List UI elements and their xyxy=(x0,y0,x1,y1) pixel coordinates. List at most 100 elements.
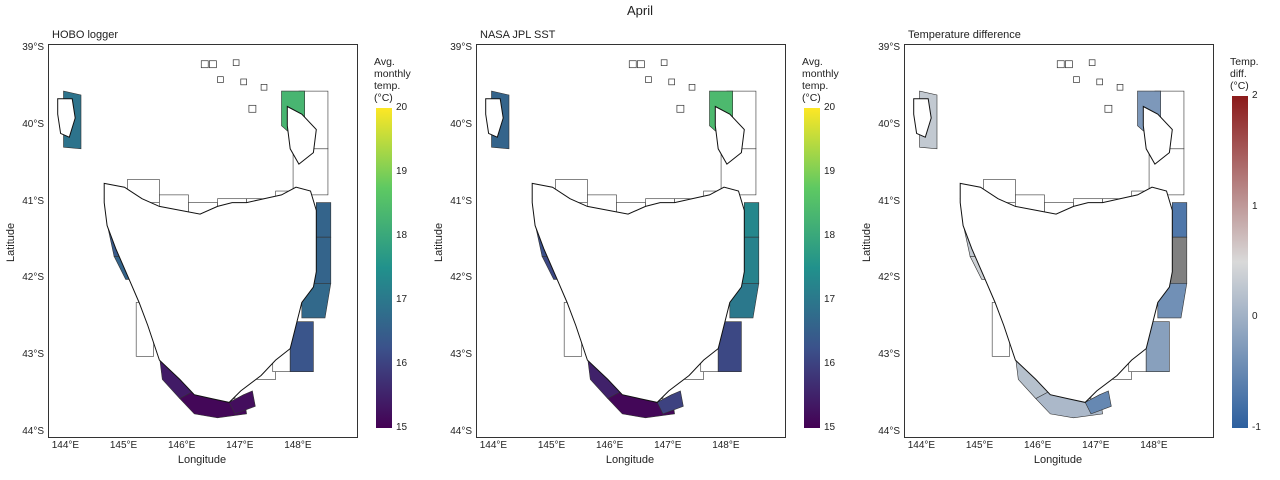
small-island-box xyxy=(688,84,696,91)
map-panel-3: Temperature difference 39°S 40°S 41°S 42°S 43… xyxy=(856,0,1276,480)
lat-tick-label: 42°S xyxy=(450,272,472,284)
small-island-box xyxy=(1073,76,1080,83)
lat-tick-label: 41°S xyxy=(450,195,472,207)
lon-tick-label: 145°E xyxy=(537,440,566,451)
zone-south-east xyxy=(656,390,684,415)
map-panel-1: HOBO logger 39°S 40°S 41°S 42°S 43°S 44°S 144°E… xyxy=(0,0,420,480)
x-axis-title: Longitude xyxy=(1033,454,1083,466)
legend-tick-label: 15 xyxy=(824,422,836,433)
flinders-island-landmass xyxy=(1142,105,1173,165)
map-svg xyxy=(485,59,760,419)
legend-title-line: Avg. xyxy=(374,56,395,68)
tasmania-landmass xyxy=(531,182,745,403)
legend-tick-label: 20 xyxy=(396,102,408,113)
small-island-box xyxy=(217,76,224,83)
lat-tick-label: 41°S xyxy=(878,195,900,207)
legend-tick-label: 17 xyxy=(396,294,408,305)
legend-tick-label: 2 xyxy=(1252,90,1258,101)
zone-east-coast-north xyxy=(315,202,332,238)
lon-tick-label: 148°E xyxy=(284,440,312,451)
small-island-box xyxy=(260,84,268,91)
x-axis-title: Longitude xyxy=(605,454,655,466)
small-island-box xyxy=(209,60,217,69)
lat-tick-label: 43°S xyxy=(450,349,472,361)
legend-tick-label: 1 xyxy=(1252,200,1258,212)
lon-tick-label: 147°E xyxy=(1082,440,1110,451)
legend-tick-label: 16 xyxy=(396,358,408,369)
lon-tick-label: 146°E xyxy=(595,440,624,451)
lat-tick-label: 44°S xyxy=(450,426,472,438)
zone-south-east xyxy=(1084,390,1112,415)
zone-east-coast-north xyxy=(1171,202,1188,238)
map-frame xyxy=(904,44,1214,438)
legend-title-line: temp. xyxy=(374,80,401,92)
lat-tick-label: 42°S xyxy=(22,272,44,284)
small-island-box xyxy=(668,78,675,86)
legend-colorbar xyxy=(1232,96,1248,428)
zone-east-inner xyxy=(717,321,742,373)
legend-colorbar xyxy=(376,108,392,428)
map-svg xyxy=(57,59,332,419)
y-axis-title: Latitude xyxy=(433,222,445,262)
legend-title-line: diff. xyxy=(1230,68,1247,80)
small-island-box xyxy=(676,104,685,113)
lat-tick-label: 41°S xyxy=(22,195,44,207)
lat-tick-label: 43°S xyxy=(22,349,44,361)
legend-title-line: (°C) xyxy=(1230,80,1249,92)
small-island-box xyxy=(1116,84,1124,91)
legend-title-line: (°C) xyxy=(802,92,821,104)
map-svg xyxy=(913,59,1188,419)
legend-tick-label: 20 xyxy=(824,102,836,113)
lon-tick-label: 147°E xyxy=(654,440,682,451)
panel-title: Temperature difference xyxy=(908,29,1021,41)
small-island-box xyxy=(200,60,209,69)
small-island-box xyxy=(232,59,240,66)
legend-tick-label: 19 xyxy=(396,166,408,177)
y-axis-title: Latitude xyxy=(861,222,873,262)
lon-tick-label: 146°E xyxy=(1023,440,1052,451)
flinders-island-landmass xyxy=(714,105,745,165)
small-island-box xyxy=(1088,59,1096,66)
flinders-island-landmass xyxy=(286,105,317,165)
legend-colorbar xyxy=(804,108,820,428)
lon-tick-label: 144°E xyxy=(51,440,80,451)
legend-title-line: monthly xyxy=(374,68,411,80)
lat-tick-label: 39°S xyxy=(22,41,44,53)
king-island-landmass xyxy=(57,98,76,138)
lat-tick-label: 42°S xyxy=(878,272,900,284)
map-frame xyxy=(476,44,786,438)
legend-title: Temp. diff. (°C) xyxy=(1230,56,1259,92)
zone-south-east xyxy=(228,390,256,415)
lat-tick-label: 44°S xyxy=(22,426,44,438)
tasmania-landmass xyxy=(103,182,317,403)
lon-tick-label: 148°E xyxy=(712,440,740,451)
lat-tick-label: 44°S xyxy=(878,426,900,438)
legend-title: Avg. monthly temp. (°C) xyxy=(374,56,411,104)
lat-tick-label: 39°S xyxy=(878,41,900,53)
legend-tick-label: 19 xyxy=(824,166,836,177)
panel-title: HOBO logger xyxy=(52,29,119,41)
map-panel-2: NASA JPL SST 39°S 40°S 41°S 42°S 43°S 44°S 144°… xyxy=(428,0,848,480)
zone-outline xyxy=(292,148,329,196)
lat-tick-label: 39°S xyxy=(450,41,472,53)
legend-title-line: Temp. xyxy=(1230,56,1259,68)
legend-tick-label: 17 xyxy=(824,294,836,305)
legend-title-line: temp. xyxy=(802,80,829,92)
small-island-box xyxy=(1056,60,1065,69)
small-island-box xyxy=(628,60,637,69)
legend-tick-label: 18 xyxy=(396,230,408,241)
main-title: April xyxy=(626,3,653,18)
map-frame xyxy=(48,44,358,438)
king-island-landmass xyxy=(485,98,504,138)
small-island-box xyxy=(1065,60,1073,69)
lon-tick-label: 145°E xyxy=(965,440,994,451)
lat-tick-label: 43°S xyxy=(878,349,900,361)
legend-title-line: (°C) xyxy=(374,92,393,104)
legend-title-line: monthly xyxy=(802,68,839,80)
small-island-box xyxy=(1104,104,1113,113)
lat-tick-label: 40°S xyxy=(450,118,472,130)
small-island-box xyxy=(660,59,668,66)
legend-title-line: Avg. xyxy=(802,56,823,68)
panel-title: NASA JPL SST xyxy=(480,29,556,41)
zone-east-inner xyxy=(1145,321,1170,373)
